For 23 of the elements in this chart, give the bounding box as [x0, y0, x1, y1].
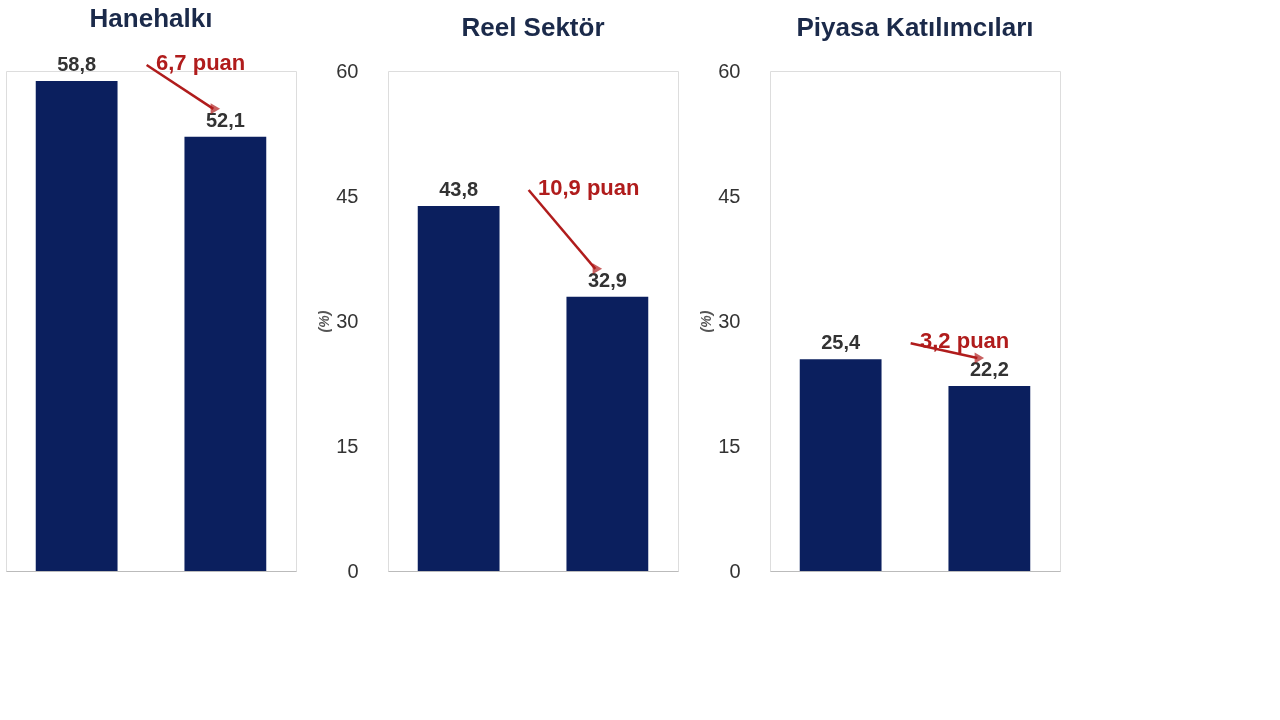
- data-label: 58,8: [57, 53, 97, 75]
- y-tick-label: 60: [336, 59, 359, 82]
- y-tick-label: 0: [347, 559, 359, 582]
- y-axis-title: (%): [698, 310, 715, 333]
- chart-title: Piyasa Katılımcıları: [796, 12, 1034, 42]
- data-label: 52,1: [205, 108, 245, 131]
- chart-title: Hanehalkı: [89, 3, 213, 33]
- y-tick-label: 0: [729, 559, 741, 582]
- y-tick-label: 15: [718, 434, 741, 457]
- annotation: 6,7 puan: [156, 50, 246, 75]
- annotation: 10,9 puan: [538, 175, 640, 200]
- data-label: 25,4: [821, 331, 861, 354]
- y-axis-title: (%): [316, 310, 333, 333]
- data-label: 22,2: [969, 358, 1009, 380]
- y-tick-label: 45: [718, 184, 741, 207]
- y-tick-label: 30: [336, 309, 359, 332]
- y-tick-label: 30: [718, 309, 741, 332]
- chart-title: Reel Sektör: [461, 12, 605, 42]
- y-tick-label: 60: [718, 59, 741, 82]
- y-tick-label: 45: [336, 184, 359, 207]
- y-tick-label: 15: [336, 434, 359, 457]
- data-label: 32,9: [587, 268, 627, 291]
- data-label: 43,8: [439, 178, 479, 200]
